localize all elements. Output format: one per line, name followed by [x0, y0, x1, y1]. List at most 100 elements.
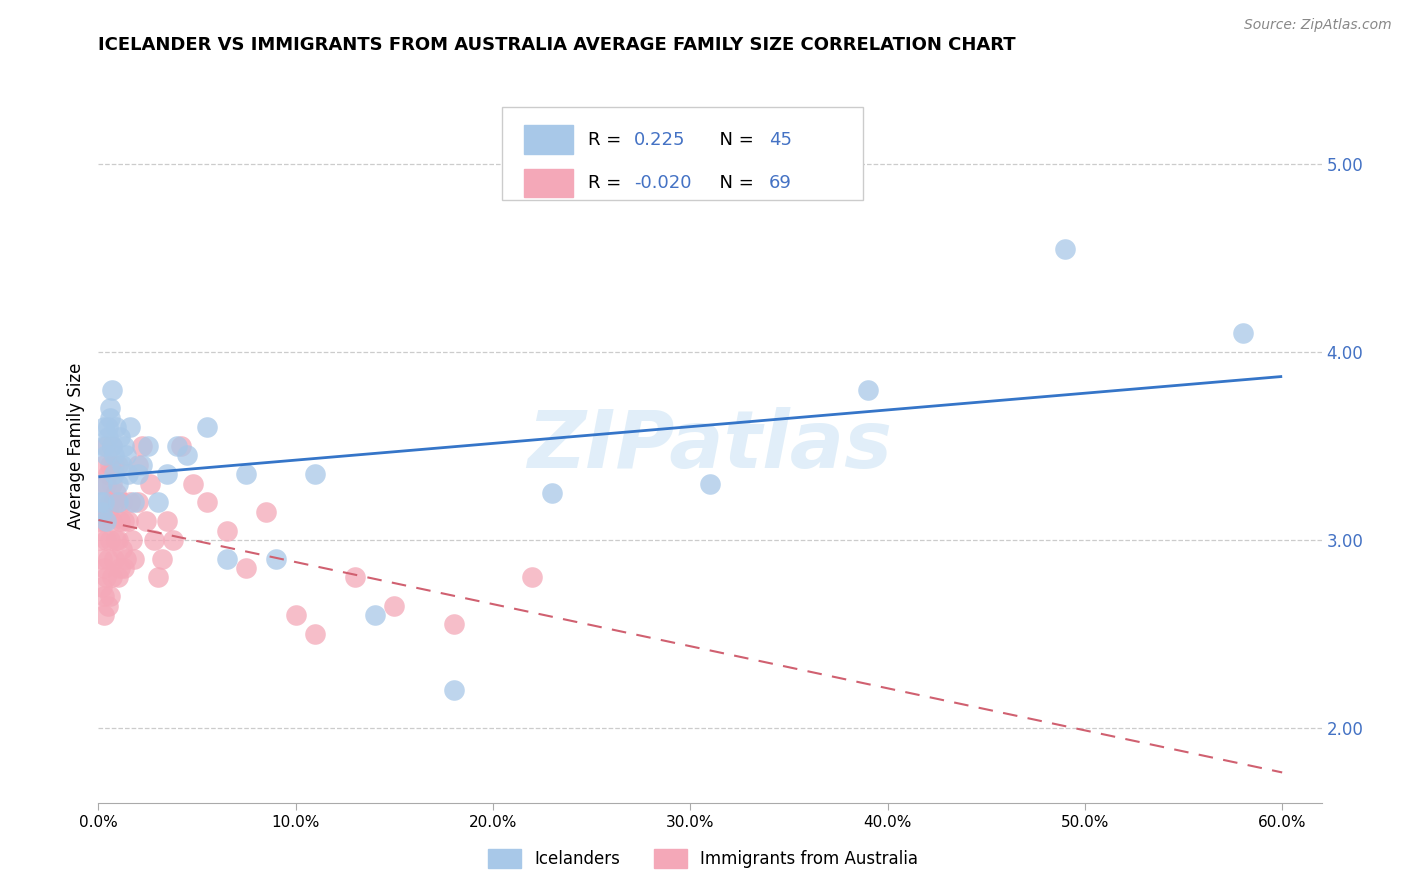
Point	[146, 570, 169, 584]
Point	[101, 570, 124, 584]
Point	[97, 420, 120, 434]
Point	[91, 580, 114, 594]
Point	[103, 551, 125, 566]
Point	[138, 476, 160, 491]
Text: -0.020: -0.020	[634, 174, 692, 192]
Point	[142, 533, 165, 547]
Point	[105, 420, 128, 434]
Point	[103, 467, 125, 482]
FancyBboxPatch shape	[524, 169, 574, 197]
Point	[156, 467, 179, 482]
Point	[115, 551, 138, 566]
Point	[96, 514, 118, 528]
Point	[304, 627, 326, 641]
Point	[146, 495, 169, 509]
Text: ICELANDER VS IMMIGRANTS FROM AUSTRALIA AVERAGE FAMILY SIZE CORRELATION CHART: ICELANDER VS IMMIGRANTS FROM AUSTRALIA A…	[98, 36, 1017, 54]
Point	[108, 561, 131, 575]
Point	[98, 458, 121, 472]
Point	[122, 495, 145, 509]
Point	[118, 495, 141, 509]
Point	[101, 439, 124, 453]
Point	[111, 542, 134, 557]
Text: N =: N =	[707, 130, 759, 148]
Point	[699, 476, 721, 491]
Point	[112, 561, 135, 575]
Point	[103, 449, 125, 463]
Point	[98, 533, 121, 547]
Point	[181, 476, 204, 491]
Point	[162, 533, 184, 547]
Point	[112, 514, 135, 528]
Point	[105, 486, 128, 500]
Point	[1054, 242, 1077, 256]
Point	[89, 533, 111, 547]
Point	[107, 458, 129, 472]
Point	[122, 551, 145, 566]
Point	[91, 476, 114, 491]
Point	[98, 589, 121, 603]
Point	[91, 505, 114, 519]
Point	[103, 495, 125, 509]
Point	[176, 449, 198, 463]
Point	[108, 514, 131, 528]
Point	[98, 495, 121, 509]
Point	[89, 476, 111, 491]
Point	[1232, 326, 1254, 341]
Point	[89, 495, 111, 509]
Point	[284, 607, 307, 622]
Text: R =: R =	[588, 174, 627, 192]
Point	[91, 495, 114, 509]
Point	[215, 551, 238, 566]
Point	[93, 514, 115, 528]
Point	[111, 495, 134, 509]
Point	[96, 533, 118, 547]
Point	[382, 599, 405, 613]
Point	[117, 514, 139, 528]
Text: N =: N =	[707, 174, 759, 192]
Point	[96, 476, 118, 491]
Point	[150, 551, 173, 566]
Point	[93, 589, 115, 603]
Point	[97, 429, 120, 443]
Point	[215, 524, 238, 538]
Point	[522, 570, 544, 584]
FancyBboxPatch shape	[502, 107, 863, 200]
Point	[170, 439, 193, 453]
Point	[117, 467, 139, 482]
Point	[443, 617, 465, 632]
Point	[107, 495, 129, 509]
Point	[105, 533, 128, 547]
Point	[93, 495, 115, 509]
Point	[101, 439, 124, 453]
Point	[195, 495, 218, 509]
Point	[108, 429, 131, 443]
Point	[107, 495, 129, 509]
Point	[127, 458, 149, 472]
Point	[101, 383, 124, 397]
Point	[131, 439, 153, 453]
Text: R =: R =	[588, 130, 627, 148]
Point	[304, 467, 326, 482]
Point	[97, 505, 120, 519]
Point	[121, 533, 143, 547]
Point	[343, 570, 366, 584]
Point	[101, 514, 124, 528]
Point	[264, 551, 287, 566]
Point	[856, 383, 879, 397]
Legend: Icelanders, Immigrants from Australia: Icelanders, Immigrants from Australia	[481, 842, 925, 875]
Point	[96, 570, 118, 584]
Point	[136, 439, 159, 453]
Point	[93, 607, 115, 622]
Point	[101, 476, 124, 491]
Point	[127, 495, 149, 509]
Point	[97, 599, 120, 613]
FancyBboxPatch shape	[524, 125, 574, 153]
Point	[96, 439, 118, 453]
Point	[115, 449, 138, 463]
Point	[541, 486, 564, 500]
Point	[254, 505, 277, 519]
Point	[166, 439, 188, 453]
Text: 69: 69	[769, 174, 792, 192]
Point	[98, 410, 121, 425]
Text: ZIPatlas: ZIPatlas	[527, 407, 893, 485]
